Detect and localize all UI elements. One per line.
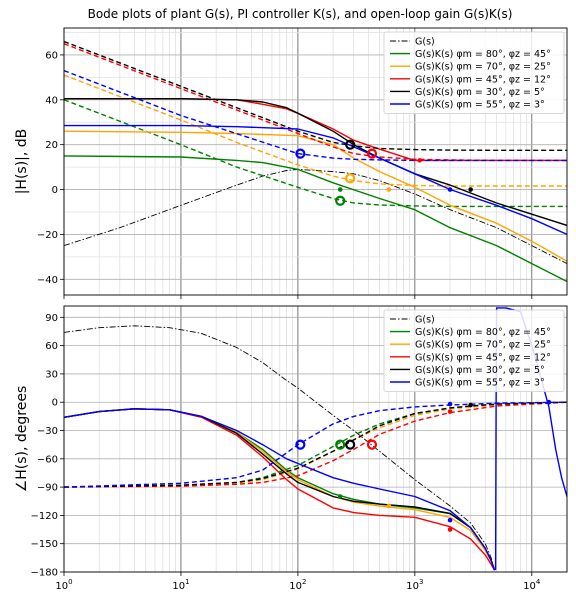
y-tick-label: 30	[45, 369, 58, 380]
legend-box	[383, 31, 565, 114]
legend-label: G(s)K(s) φm = 80°, φz = 45°	[415, 327, 551, 338]
y-tick-label: −90	[37, 483, 58, 494]
series-line	[64, 408, 496, 571]
grid	[63, 28, 568, 295]
crossover-marker	[335, 195, 346, 206]
point-marker	[546, 399, 552, 405]
point-marker	[337, 494, 343, 499]
plot-area	[64, 307, 567, 571]
series-line	[64, 168, 567, 265]
y-tick-label: −20	[37, 230, 58, 241]
legend-label: G(s)K(s) φm = 70°, φz = 25°	[415, 340, 551, 351]
point-marker	[447, 517, 453, 523]
crossover-marker	[295, 439, 306, 450]
x-tick-label: 101	[172, 578, 189, 592]
legend-label: G(s)K(s) φm = 55°, φz = 3°	[415, 378, 545, 389]
point-marker	[447, 187, 453, 192]
series-line	[64, 69, 567, 162]
point-marker	[468, 187, 473, 192]
point-marker	[386, 503, 392, 509]
y-tick-label: −30	[37, 426, 58, 437]
crossover-marker	[345, 439, 356, 450]
legend: G(s)G(s)K(s) φm = 80°, φz = 45° G(s)K(s) …	[383, 31, 565, 114]
point-marker	[447, 527, 453, 532]
crossover-marker	[366, 148, 378, 159]
y-tick-label: 20	[45, 140, 58, 151]
crossover-marker	[345, 139, 356, 150]
y-tick-label: −40	[37, 275, 58, 286]
legend-label: G(s)	[415, 315, 435, 326]
y-tick-label: 90	[45, 313, 58, 324]
series-line	[64, 40, 567, 152]
series-line	[64, 401, 567, 488]
point-marker	[447, 401, 453, 407]
x-tick-label: 103	[406, 578, 423, 592]
figure-title: Bode plots of plant G(s), PI controller …	[88, 7, 513, 21]
point-marker	[468, 402, 473, 408]
crossover-marker	[295, 148, 306, 159]
series-line	[64, 401, 567, 488]
point-marker	[386, 187, 392, 192]
y-axis-label: |H(s)|, dB	[14, 129, 30, 195]
series-line	[64, 97, 567, 227]
series-line	[64, 401, 567, 488]
point-marker	[447, 409, 453, 414]
crossover-marker	[335, 439, 346, 450]
x-tick-label: 104	[523, 578, 541, 592]
legend-label: G(s)K(s) φm = 45°, φz = 12°	[415, 352, 551, 363]
legend-label: G(s)K(s) φm = 70°, φz = 25°	[415, 62, 551, 73]
series-line	[64, 155, 567, 283]
series-line	[64, 124, 567, 236]
series-line	[64, 401, 567, 488]
legend-label: G(s)K(s) φm = 30°, φz = 5°	[415, 365, 545, 376]
y-tick-label: −180	[31, 568, 58, 579]
point-marker	[337, 187, 343, 192]
series-line	[64, 325, 495, 571]
y-tick-label: 0	[52, 185, 58, 196]
series-line	[64, 43, 567, 162]
axes-frame	[63, 27, 568, 296]
phase-panel: −180 −150 −120 −90 −60 −30 0 30 60 90 100 101 102 103…	[14, 305, 568, 592]
x-tick-label: 100	[55, 578, 72, 592]
point-marker	[417, 158, 422, 163]
x-tick-label: 102	[289, 578, 306, 592]
y-tick-label: 60	[45, 341, 58, 352]
y-tick-label: 60	[45, 50, 58, 61]
y-tick-label: −120	[31, 511, 58, 522]
plot-area	[64, 40, 567, 283]
y-tick-label: 0	[52, 398, 58, 409]
crossover-marker	[366, 439, 378, 450]
legend-label: G(s)K(s) φm = 55°, φz = 3°	[415, 100, 545, 111]
axes-frame	[63, 305, 568, 573]
series-line	[64, 130, 567, 262]
legend-label: G(s)K(s) φm = 30°, φz = 5°	[415, 87, 545, 98]
y-tick-label: −150	[31, 539, 58, 550]
series-line	[64, 99, 567, 208]
legend-label: G(s)K(s) φm = 45°, φz = 12°	[415, 74, 551, 85]
y-axis-label: ∠H(s), degrees	[14, 386, 30, 493]
y-tick-label: 40	[45, 95, 58, 106]
legend: G(s)G(s)K(s) φm = 80°, φz = 45° G(s)K(s) …	[383, 309, 565, 392]
crossover-marker	[345, 173, 356, 184]
legend-label: G(s)	[415, 37, 435, 48]
legend-box	[383, 309, 565, 392]
y-tick-label: −60	[37, 454, 58, 465]
legend-label: G(s)K(s) φm = 80°, φz = 45°	[415, 49, 551, 60]
